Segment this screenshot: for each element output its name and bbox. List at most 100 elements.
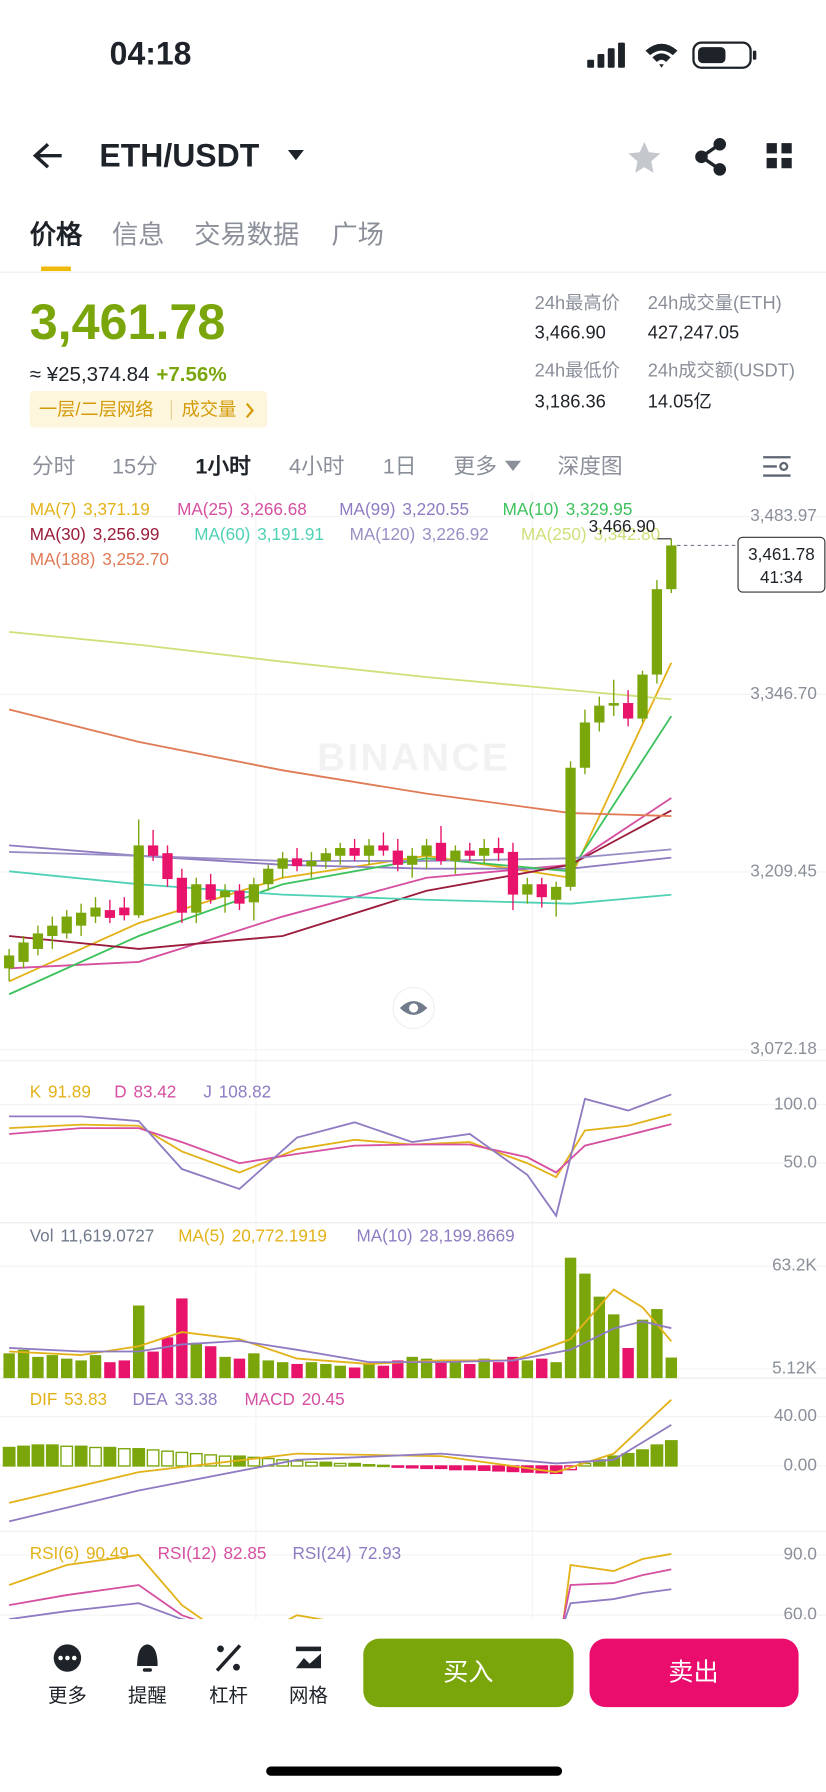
buy-label[interactable]: 买入: [443, 1659, 493, 1687]
volume-bar: [262, 1360, 274, 1379]
interval[interactable]: 分时: [32, 453, 75, 478]
macd-bar: [2, 1446, 16, 1467]
stat-label: 24h最高价: [535, 292, 620, 313]
volume-bar: [334, 1365, 346, 1379]
candle-body: [622, 703, 634, 719]
legend-item: RSI(12) 82.85: [158, 1543, 267, 1563]
chart-settings[interactable]: [763, 456, 791, 477]
eye-button[interactable]: [392, 986, 435, 1030]
stat-value: 14.05亿: [648, 390, 712, 411]
stat-label: 24h最低价: [535, 359, 620, 380]
candle-body: [435, 842, 447, 861]
volume-bar: [507, 1356, 519, 1379]
legend-item: MA(250) 3,342.80: [521, 524, 660, 544]
sell-label[interactable]: 卖出: [668, 1659, 718, 1687]
candle-body: [191, 884, 202, 913]
indicator-line: [9, 1113, 672, 1179]
interval[interactable]: 1日: [383, 453, 417, 478]
status-icons: [587, 41, 757, 69]
volume-bar: [89, 1355, 102, 1379]
volume-bar: [536, 1358, 548, 1379]
interval[interactable]: 深度图: [558, 453, 623, 478]
tag-chevron: [245, 402, 254, 419]
candle-body: [464, 850, 475, 856]
action-label[interactable]: 提醒: [128, 1685, 167, 1707]
volume-bar: [161, 1337, 174, 1379]
legend-value: 3,266.68: [240, 498, 307, 518]
tab[interactable]: 交易数据: [194, 220, 299, 250]
macd-bar: [348, 1462, 362, 1467]
layout-button[interactable]: [766, 143, 792, 169]
candle-body: [277, 858, 288, 869]
y-tick-label: 3,072.18: [750, 1038, 817, 1058]
macd-bar: [89, 1446, 102, 1467]
tab[interactable]: 广场: [331, 220, 384, 250]
macd-bar: [362, 1464, 376, 1467]
interval[interactable]: 4小时: [289, 453, 344, 478]
interval[interactable]: 1小时: [195, 453, 251, 478]
tag[interactable]: 成交量: [182, 398, 237, 419]
candle-body: [651, 589, 663, 675]
candle-body: [18, 942, 29, 962]
volume-bar: [204, 1346, 217, 1379]
candle-body: [565, 767, 576, 887]
legend-name: DEA: [133, 1388, 169, 1408]
legend-name: MA(60): [194, 524, 250, 544]
favorite-button[interactable]: [628, 141, 661, 173]
share-button[interactable]: [695, 137, 727, 176]
legend-name: MACD: [244, 1388, 294, 1408]
interval[interactable]: 15分: [112, 453, 158, 478]
candle-body: [363, 845, 375, 856]
buy-button[interactable]: [363, 1638, 574, 1708]
price-box-countdown: 41:34: [760, 567, 803, 587]
stat-label: 24h成交额(USDT): [648, 359, 795, 380]
back-button[interactable]: [32, 142, 62, 169]
sell-button[interactable]: [589, 1638, 799, 1708]
macd-bar: [74, 1445, 88, 1467]
legend-value: 3,329.95: [566, 498, 633, 518]
y-tick-label: 63.2K: [772, 1255, 817, 1275]
macd-bar: [434, 1465, 448, 1470]
tag[interactable]: 一层/二层网络: [39, 398, 154, 419]
legend-name: MA(7): [30, 498, 77, 518]
interval[interactable]: 更多: [454, 453, 497, 478]
macd-bar: [391, 1465, 405, 1468]
legend-value: 82.85: [224, 1543, 267, 1563]
legend-value: 90.49: [86, 1543, 129, 1563]
candle-body: [147, 845, 159, 856]
candle-body: [493, 847, 504, 854]
tab[interactable]: 信息: [112, 220, 165, 250]
macd-bar: [132, 1448, 146, 1467]
indicator-line: [9, 1093, 672, 1218]
volume-bar: [406, 1356, 418, 1379]
volume-bar: [420, 1358, 433, 1379]
legend-name: RSI(6): [30, 1543, 79, 1563]
cny: ≈ ¥25,374.84: [30, 364, 150, 387]
action-label[interactable]: 网格: [289, 1685, 328, 1707]
y-tick-label: 60.0: [784, 1604, 817, 1624]
stats: 24h最高价 3,466.90 24h成交量(ETH) 427,247.05 2…: [535, 292, 795, 411]
volume-bar: [147, 1351, 159, 1379]
macd-bar: [45, 1444, 59, 1467]
tab-indicator: [41, 266, 71, 272]
indicator-line: [9, 844, 672, 870]
legend-name: MA(120): [350, 524, 416, 544]
volume-bar: [665, 1357, 678, 1379]
candle-body: [421, 845, 432, 856]
legend-item: MA(188) 3,252.70: [30, 549, 169, 569]
indicator-line: [8, 1568, 672, 1620]
action-label[interactable]: 杠杆: [209, 1685, 248, 1707]
pair-dropdown[interactable]: [287, 149, 304, 161]
action-label[interactable]: 更多: [48, 1685, 87, 1707]
pair-title[interactable]: ETH/USDT: [99, 137, 259, 173]
tab[interactable]: 价格: [30, 220, 83, 250]
volume-bar: [636, 1319, 649, 1379]
volume-bar: [248, 1353, 260, 1379]
high-label: 3,466.90: [589, 516, 656, 536]
volume-bar: [17, 1349, 30, 1379]
macd-bar: [17, 1445, 30, 1467]
volume-bar: [32, 1356, 44, 1379]
volume-bar: [3, 1353, 15, 1379]
legend-value: 53.83: [64, 1388, 107, 1408]
